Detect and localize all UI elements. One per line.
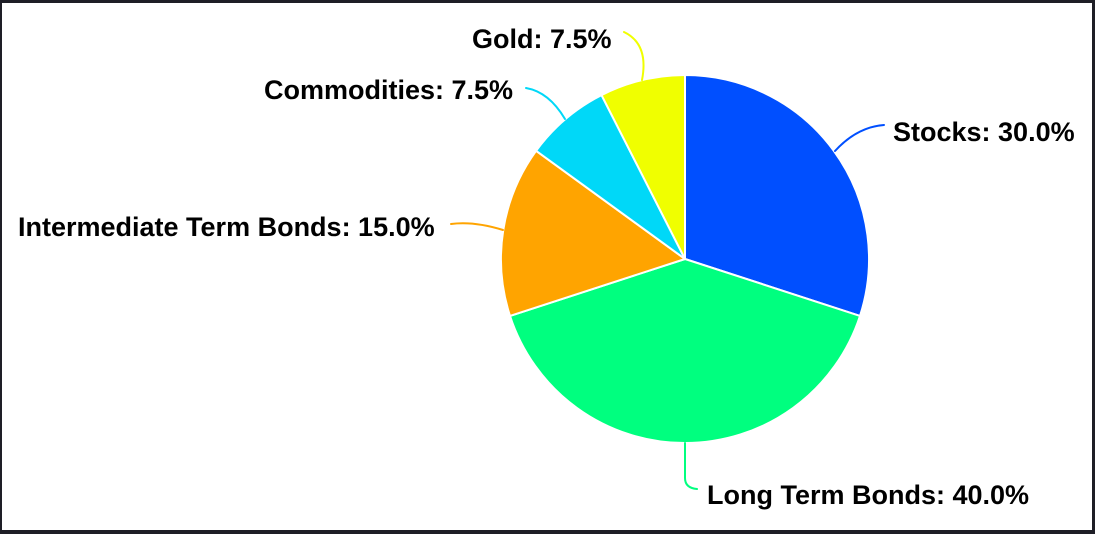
pie-slice-stocks — [684, 74, 871, 317]
leader-line-intermediate-term-bonds — [450, 222, 504, 231]
slice-label-gold: Gold: 7.5% — [472, 24, 612, 54]
leader-line-long-term-bonds — [684, 442, 698, 490]
leader-line-gold — [623, 31, 645, 81]
slice-label-long-term-bonds: Long Term Bonds: 40.0% — [707, 480, 1030, 510]
leader-line-commodities — [525, 87, 566, 120]
slice-label-commodities: Commodities: 7.5% — [264, 75, 514, 105]
slice-label-intermediate-term-bonds: Intermediate Term Bonds: 15.0% — [18, 212, 435, 242]
leader-line-stocks — [834, 124, 885, 152]
slice-label-stocks: Stocks: 30.0% — [893, 117, 1075, 147]
